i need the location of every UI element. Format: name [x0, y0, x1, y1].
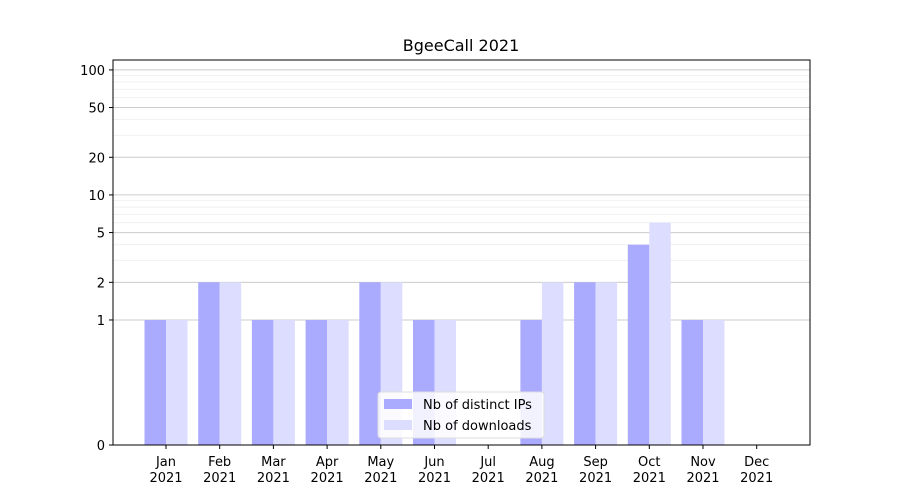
- bar-downloads: [541, 282, 564, 445]
- bar-ips: [251, 319, 274, 445]
- bar-ips: [359, 282, 381, 445]
- bar-downloads: [327, 319, 349, 445]
- chart-title: BgeeCall 2021: [403, 36, 520, 55]
- y-tick-label: 100: [80, 64, 105, 79]
- bar-downloads: [273, 319, 295, 445]
- legend-swatch: [384, 420, 412, 430]
- y-tick-label: 2: [97, 276, 105, 291]
- x-tick-label: Feb 2021: [203, 455, 236, 486]
- bar-ips: [144, 319, 166, 445]
- plot-frame: [112, 59, 811, 446]
- bar-downloads: [595, 282, 618, 445]
- y-axis: 0 1 2 5 10 20 50 100: [80, 64, 113, 454]
- x-tick-label: Dec 2021: [740, 455, 773, 486]
- y-tick-label: 0: [97, 439, 105, 454]
- bar-downloads: [703, 319, 725, 445]
- x-tick-label: Jan 2021: [149, 455, 182, 486]
- y-tick-label: 50: [88, 102, 105, 117]
- legend-box: [377, 391, 545, 439]
- y-tick-label: 1: [97, 314, 105, 329]
- y-tick-label: 10: [88, 189, 105, 204]
- x-axis: Jan 2021 Feb 2021 Mar 2021 Apr 2021 May 2021 Jun 20…: [149, 445, 773, 486]
- x-tick-label: May 2021: [364, 455, 397, 486]
- legend-label: Nb of distinct IPs: [423, 398, 532, 413]
- bar-ips: [574, 282, 596, 445]
- x-tick-label: Mar 2021: [257, 455, 290, 486]
- x-tick-label: Jul 2021: [472, 455, 505, 486]
- bar-ips: [627, 244, 650, 445]
- x-tick-label: Nov 2021: [686, 455, 719, 486]
- x-tick-label: Aug 2021: [525, 455, 558, 486]
- bar-downloads: [166, 319, 188, 445]
- bar-ips: [198, 282, 220, 445]
- bar-downloads: [219, 282, 242, 445]
- bar-ips: [305, 319, 328, 445]
- legend: Nb of distinct IPs Nb of downloads: [377, 391, 545, 439]
- x-tick-label: Oct 2021: [633, 455, 666, 486]
- x-tick-label: Apr 2021: [311, 455, 344, 486]
- bar-downloads: [649, 222, 671, 445]
- x-tick-label: Sep 2021: [579, 455, 612, 486]
- legend-label: Nb of downloads: [423, 419, 532, 434]
- y-tick-label: 5: [97, 227, 105, 242]
- x-tick-label: Jun 2021: [418, 455, 451, 486]
- legend-swatch: [384, 399, 412, 409]
- y-tick-label: 20: [88, 151, 105, 166]
- bar-ips: [681, 319, 703, 445]
